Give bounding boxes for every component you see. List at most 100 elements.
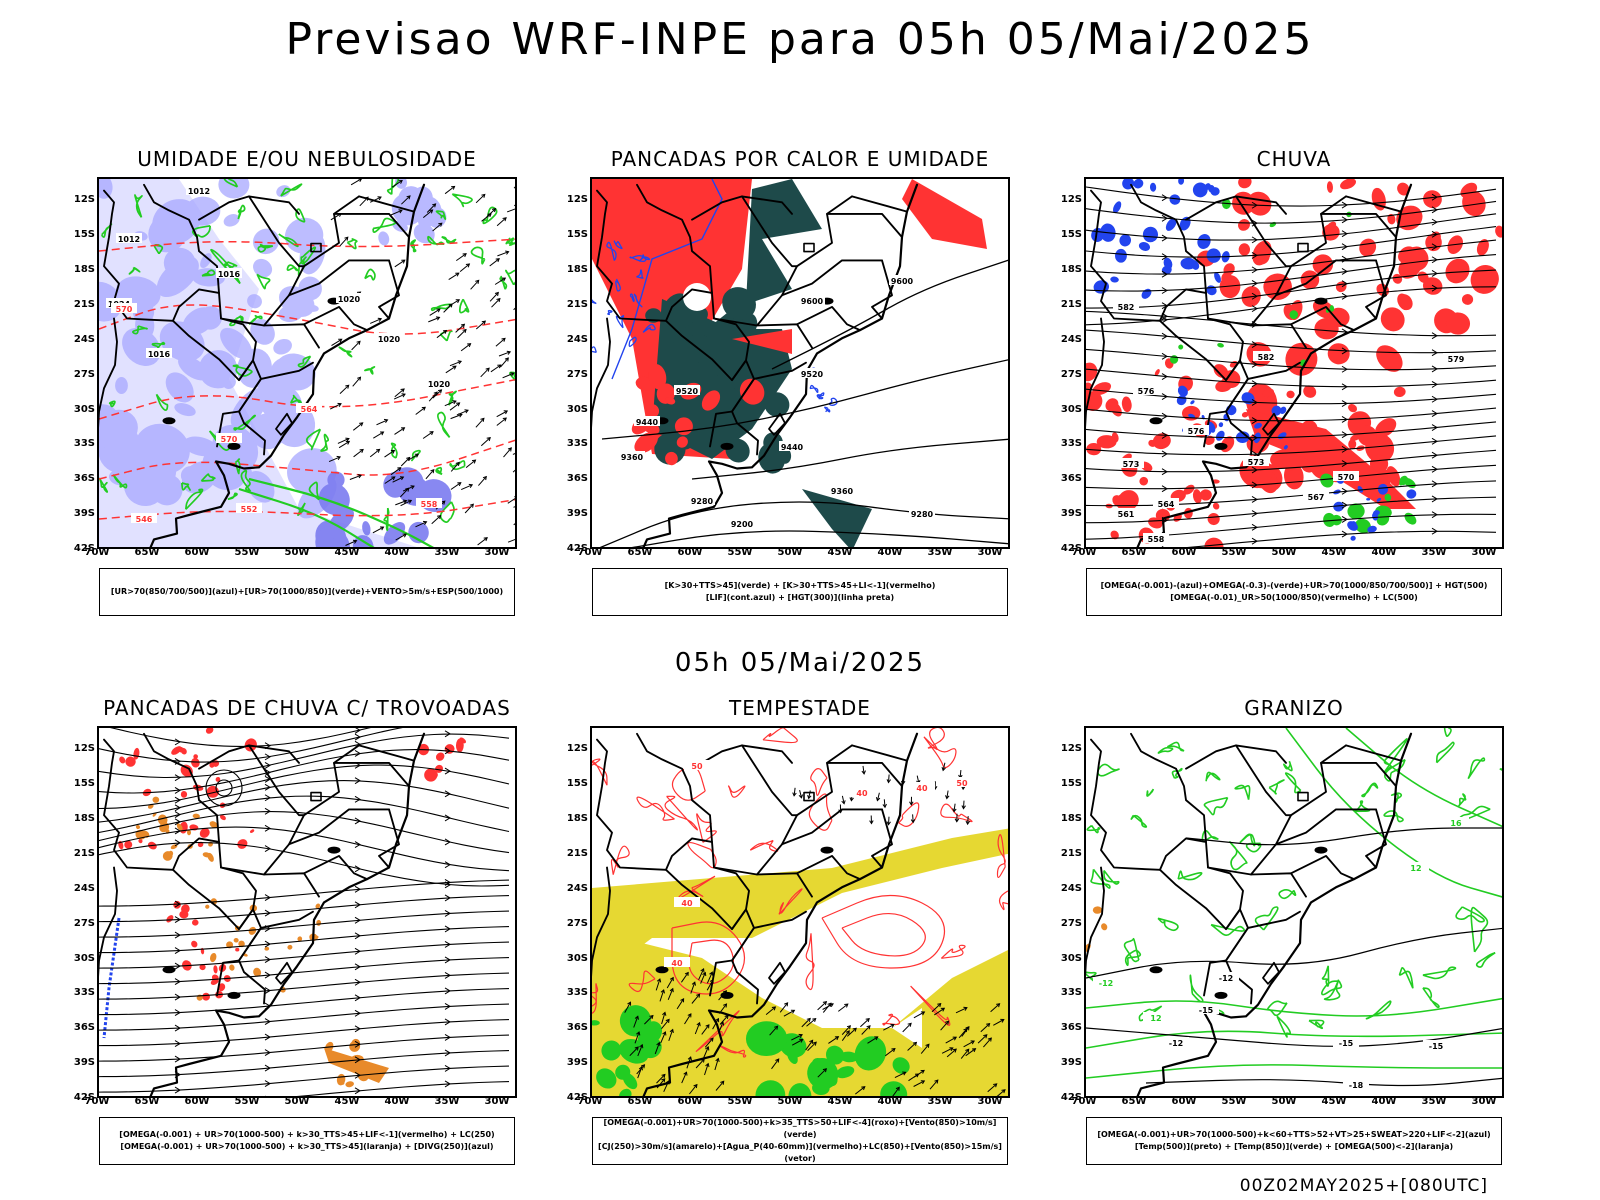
lon-tick-label: 35W	[1421, 547, 1447, 558]
lon-tick-label: 65W	[1121, 1096, 1147, 1107]
contour-label: -15	[1429, 1042, 1444, 1051]
contour-label: 582	[1258, 353, 1275, 362]
legend-line: [OMEGA(-0.01)_UR>50(1000/850)(vermelho) …	[1170, 593, 1418, 602]
lon-tick-label: 35W	[1421, 1096, 1447, 1107]
contour-label: 9440	[636, 418, 659, 427]
lat-tick-label: 18S	[73, 264, 95, 275]
contour-label: 12	[1410, 864, 1421, 873]
contour-label: 1020	[428, 380, 451, 389]
contour-label: 40	[671, 959, 683, 968]
contour-label: 40	[681, 899, 693, 908]
contour-label: 1020	[338, 295, 361, 304]
lat-tick-label: 12S	[566, 194, 588, 206]
legend-line: [OMEGA(-0.001)+UR>70(1000-500)+k>35_TTS>…	[603, 1118, 997, 1139]
lat-tick-label: 24S	[566, 882, 588, 894]
lon-tick-label: 45W	[1321, 547, 1347, 558]
lat-tick-label: 24S	[566, 333, 588, 345]
panel-title-tempestade: TEMPESTADE	[729, 696, 871, 720]
legend-chuva: [OMEGA(-0.001)-(azul)+OMEGA(-0.3)-(verde…	[1086, 568, 1502, 616]
lat-tick-label: 27S	[73, 368, 95, 380]
lon-tick-label: 60W	[677, 1096, 703, 1107]
panel-title-granizo: GRANIZO	[1244, 696, 1344, 720]
contour-label: 570	[221, 435, 238, 444]
lat-tick-label: 24S	[73, 882, 95, 894]
contour-label: 9520	[801, 370, 824, 379]
lat-tick-label: 33S	[566, 987, 588, 999]
lat-tick-label: 39S	[1060, 508, 1082, 520]
map-canvas: 1012101210161016102010201020102457057056…	[99, 179, 515, 547]
contour-label: 9280	[911, 510, 934, 519]
lat-tick-label: 42S	[566, 1092, 588, 1103]
contour-label: 50	[956, 779, 968, 788]
lat-tick-label: 27S	[1060, 917, 1082, 929]
lat-tick-label: 12S	[1060, 194, 1082, 206]
lon-tick-label: 55W	[1221, 547, 1247, 558]
lon-tick-label: 65W	[1121, 547, 1147, 558]
contour-label: 9360	[621, 453, 644, 462]
lon-tick-label: 45W	[1321, 1096, 1347, 1107]
lon-tick-label: 65W	[627, 1096, 653, 1107]
lat-tick-label: 42S	[1060, 1092, 1082, 1103]
lat-tick-label: 33S	[73, 987, 95, 999]
contour-label: 567	[1308, 493, 1325, 502]
contour-label: 12	[1150, 1014, 1161, 1023]
contour-label: 576	[1138, 387, 1155, 396]
legend-line: [OMEGA(-0.001)-(azul)+OMEGA(-0.3)-(verde…	[1100, 581, 1488, 590]
main-title: Previsao WRF-INPE para 05h 05/Mai/2025	[285, 14, 1315, 65]
lon-tick-label: 30W	[484, 1096, 510, 1107]
contour-label: 546	[136, 515, 153, 524]
map-tempestade: 40 40 40 50 50 40	[590, 726, 1010, 1098]
lat-tick-label: 18S	[1060, 813, 1082, 824]
contour-label: 9280	[691, 497, 714, 506]
lon-tick-label: 55W	[727, 1096, 753, 1107]
lon-tick-label: 40W	[877, 1096, 903, 1107]
lat-tick-label: 33S	[73, 438, 95, 450]
lat-tick-label: 21S	[1060, 847, 1082, 859]
lat-tick-label: 42S	[566, 543, 588, 554]
lat-tick-label: 15S	[566, 229, 588, 241]
lat-tick-label: 21S	[1060, 298, 1082, 310]
lat-tick-label: 39S	[73, 1057, 95, 1069]
map-canvas: 40 40 40 50 50 40	[592, 728, 1008, 1096]
lat-tick-label: 30S	[566, 403, 588, 415]
contour-label: 9360	[831, 487, 854, 496]
lat-tick-label: 12S	[73, 194, 95, 206]
lat-tick-label: 36S	[73, 473, 95, 485]
lon-tick-label: 50W	[1271, 547, 1297, 558]
legend-tempestade: [OMEGA(-0.001)+UR>70(1000-500)+k>35_TTS>…	[592, 1117, 1008, 1165]
contour-label: 9600	[891, 277, 914, 286]
lon-tick-label: 40W	[384, 1096, 410, 1107]
contour-label: -15	[1199, 1006, 1214, 1015]
lon-tick-label: 45W	[827, 547, 853, 558]
lon-tick-label: 70W	[577, 1096, 603, 1107]
lon-tick-label: 30W	[484, 547, 510, 558]
contour-label: -18	[1349, 1081, 1364, 1090]
lat-tick-label: 15S	[1060, 778, 1082, 790]
lon-tick-label: 50W	[777, 547, 803, 558]
lon-tick-label: 30W	[977, 547, 1003, 558]
panel-title-pancadas-de-chuva-c-trovoadas: PANCADAS DE CHUVA C/ TROVOADAS	[103, 696, 511, 720]
lon-tick-label: 70W	[1071, 547, 1097, 558]
map-pancadas-por-calor-e-umidade: 9600 9600 9520 9520 9440 9440 9360 9360 9280 9280…	[590, 177, 1010, 549]
legend-umidade-e-ou-nebulosidade: [UR>70(850/700/500)](azul)+[UR>70(1000/8…	[99, 568, 515, 616]
lon-tick-label: 60W	[1171, 547, 1197, 558]
map-granizo: -12 -12 -15 -15 -15 -18 -12 12 12 16	[1084, 726, 1504, 1098]
lat-tick-label: 15S	[1060, 229, 1082, 241]
legend-line: [LIF](cont.azul) + [HGT(300)](linha pret…	[705, 593, 895, 602]
lat-tick-label: 27S	[73, 917, 95, 929]
lon-tick-label: 60W	[1171, 1096, 1197, 1107]
lon-tick-label: 55W	[727, 547, 753, 558]
contour-label: 582	[1118, 303, 1135, 312]
contour-label: 9440	[781, 443, 804, 452]
map-pancadas-de-chuva-c-trovoadas	[97, 726, 517, 1098]
mid-title: 05h 05/Mai/2025	[674, 648, 926, 678]
contour-label: -15	[1339, 1039, 1354, 1048]
lat-tick-label: 36S	[1060, 473, 1082, 485]
map-canvas: 9600 9600 9520 9520 9440 9440 9360 9360 9280 9280…	[592, 179, 1008, 547]
lon-tick-label: 35W	[927, 547, 953, 558]
lon-tick-label: 70W	[577, 547, 603, 558]
lon-tick-label: 45W	[334, 547, 360, 558]
contour-label: 1016	[148, 350, 171, 359]
lon-tick-label: 45W	[827, 1096, 853, 1107]
contour-label: 50	[691, 762, 703, 771]
